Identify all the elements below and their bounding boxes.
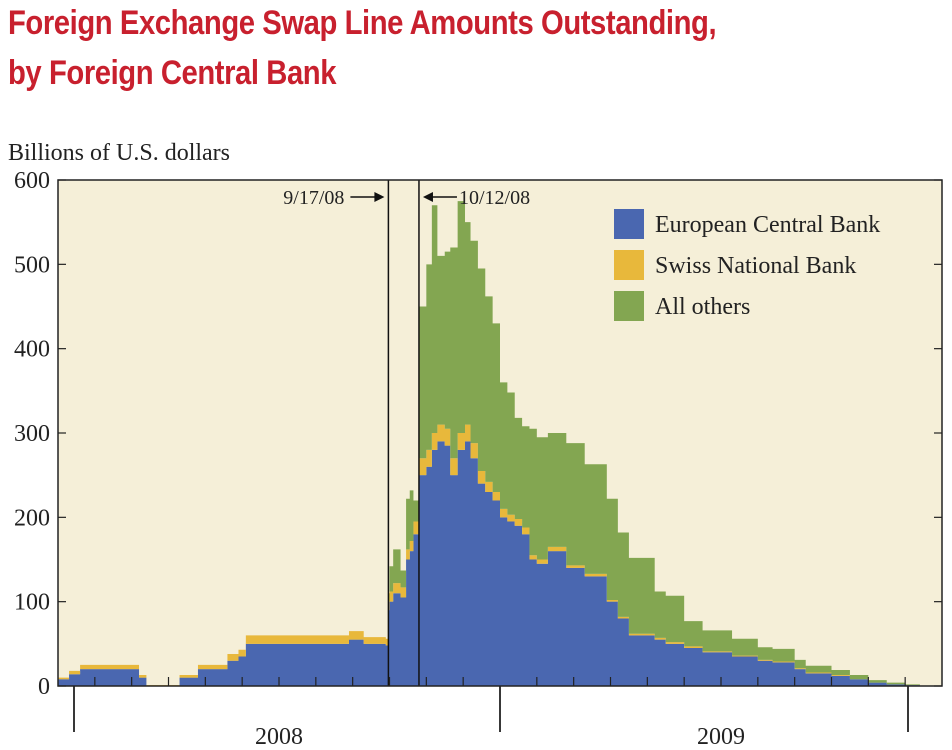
y-axis-label: Billions of U.S. dollars: [8, 140, 231, 166]
legend-label-swiss-national-bank: Swiss National Bank: [655, 253, 856, 279]
series-areas: [58, 201, 942, 687]
legend-swatch-european-central-bank: [614, 209, 644, 239]
legend: European Central Bank Swiss National Bank…: [614, 209, 880, 321]
y-tick-label: 500: [14, 252, 50, 278]
y-tick-label: 0: [38, 674, 50, 700]
y-tick-label: 100: [14, 590, 50, 616]
annotation-arrowhead: [422, 192, 433, 202]
y-tick-label: 200: [14, 505, 50, 531]
series-area-european-central-bank: [58, 441, 942, 686]
legend-swatch-swiss-national-bank: [614, 250, 644, 280]
annotation-label: 9/17/08: [283, 187, 344, 209]
x-axis: 2008 2009: [73, 677, 909, 750]
legend-label-european-central-bank: European Central Bank: [655, 212, 880, 238]
annotation-lines: [387, 180, 420, 686]
legend-label-all-others: All others: [655, 294, 750, 320]
annotation-label: 10/12/08: [459, 187, 530, 209]
y-tick-label: 600: [14, 168, 50, 194]
y-tick-label: 400: [14, 337, 50, 363]
chart-title-line-2: by Foreign Central Bank: [8, 54, 337, 92]
legend-swatch-all-others: [614, 291, 644, 321]
annotation-arrowhead: [374, 192, 385, 202]
annotations: 9/17/08 10/12/08: [283, 187, 530, 209]
x-year-label: 2009: [697, 724, 745, 750]
x-year-label: 2008: [255, 724, 303, 750]
chart-title-line-1: Foreign Exchange Swap Line Amounts Outst…: [8, 4, 717, 42]
y-axis: 0 100 200 300 400 500 600: [14, 168, 942, 700]
y-tick-label: 300: [14, 421, 50, 447]
series-area-all-others: [58, 201, 942, 687]
